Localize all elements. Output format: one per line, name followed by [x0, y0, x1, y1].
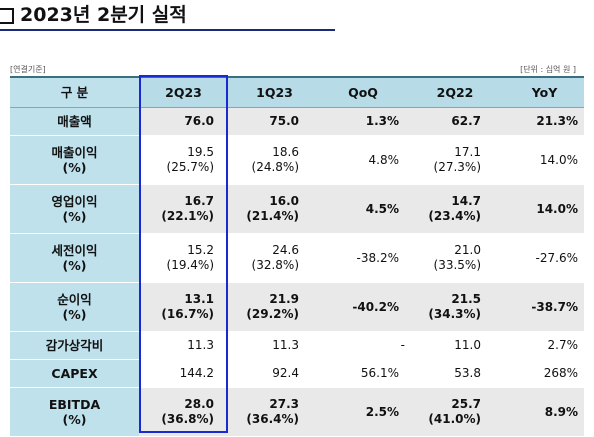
- table-row: 감가상각비 11.3 11.3 - 11.0 2.7%: [10, 331, 584, 360]
- header-qoq: QoQ: [321, 76, 405, 108]
- unit-note: [단위 : 십억 원 ]: [520, 65, 576, 74]
- cell-2q22: 62.7: [405, 107, 505, 136]
- cell-2q23: 144.2: [139, 359, 228, 388]
- cell-yoy: -27.6%: [505, 233, 584, 283]
- cell-2q23: 13.1 (16.7%): [139, 282, 228, 332]
- financial-results-table: 구 분 2Q23 1Q23 QoQ 2Q22 YoY 매출액 76.0 75.0…: [10, 76, 584, 437]
- cell-yoy: 14.0%: [505, 135, 584, 185]
- cell-2q22: 25.7 (41.0%): [405, 387, 505, 437]
- row-label: 영업이익 (%): [10, 184, 139, 234]
- row-label: 감가상각비: [10, 331, 139, 360]
- cell-qoq: 1.3%: [321, 107, 405, 136]
- cell-1q23: 21.9 (29.2%): [228, 282, 321, 332]
- cell-qoq: 4.5%: [321, 184, 405, 234]
- cell-qoq: -: [321, 331, 405, 360]
- table-row: 매출액 76.0 75.0 1.3% 62.7 21.3%: [10, 107, 584, 136]
- cell-1q23: 18.6 (24.8%): [228, 135, 321, 185]
- header-2q22: 2Q22: [405, 76, 505, 108]
- row-label: EBITDA (%): [10, 387, 139, 437]
- row-label: 세전이익 (%): [10, 233, 139, 283]
- cell-2q22: 11.0: [405, 331, 505, 360]
- cell-2q22: 53.8: [405, 359, 505, 388]
- cell-qoq: 56.1%: [321, 359, 405, 388]
- cell-2q23: 19.5 (25.7%): [139, 135, 228, 185]
- table-row: 영업이익 (%) 16.7 (22.1%) 16.0 (21.4%) 4.5% 14.…: [10, 184, 584, 234]
- cell-qoq: -40.2%: [321, 282, 405, 332]
- cell-2q22: 14.7 (23.4%): [405, 184, 505, 234]
- cell-yoy: 21.3%: [505, 107, 584, 136]
- row-label: CAPEX: [10, 359, 139, 388]
- row-label: 순이익 (%): [10, 282, 139, 332]
- table-row: 세전이익 (%) 15.2 (19.4%) 24.6 (32.8%) -38.2% 2…: [10, 233, 584, 283]
- cell-2q23: 11.3: [139, 331, 228, 360]
- cell-2q22: 21.5 (34.3%): [405, 282, 505, 332]
- row-label: 매출이익 (%): [10, 135, 139, 185]
- cell-yoy: 8.9%: [505, 387, 584, 437]
- cell-qoq: 4.8%: [321, 135, 405, 185]
- title-underline: [0, 29, 335, 31]
- cell-yoy: -38.7%: [505, 282, 584, 332]
- table-header-row: 구 분 2Q23 1Q23 QoQ 2Q22 YoY: [10, 76, 584, 108]
- cell-qoq: -38.2%: [321, 233, 405, 283]
- cell-1q23: 11.3: [228, 331, 321, 360]
- header-category: 구 분: [10, 76, 139, 108]
- header-yoy: YoY: [505, 76, 584, 108]
- cell-qoq: 2.5%: [321, 387, 405, 437]
- cell-1q23: 92.4: [228, 359, 321, 388]
- table-row: 순이익 (%) 13.1 (16.7%) 21.9 (29.2%) -40.2% 21…: [10, 282, 584, 332]
- cell-2q22: 21.0 (33.5%): [405, 233, 505, 283]
- title-square-icon: [0, 8, 14, 24]
- cell-2q22: 17.1 (27.3%): [405, 135, 505, 185]
- cell-yoy: 2.7%: [505, 331, 584, 360]
- basis-note: [연결기준]: [10, 65, 46, 74]
- table-row: EBITDA (%) 28.0 (36.8%) 27.3 (36.4%) 2.5% 2…: [10, 387, 584, 437]
- cell-yoy: 14.0%: [505, 184, 584, 234]
- header-1q23: 1Q23: [228, 76, 321, 108]
- cell-1q23: 75.0: [228, 107, 321, 136]
- cell-2q23: 76.0: [139, 107, 228, 136]
- cell-1q23: 27.3 (36.4%): [228, 387, 321, 437]
- cell-2q23: 16.7 (22.1%): [139, 184, 228, 234]
- cell-1q23: 24.6 (32.8%): [228, 233, 321, 283]
- table-row: 매출이익 (%) 19.5 (25.7%) 18.6 (24.8%) 4.8% 17.…: [10, 135, 584, 185]
- header-2q23: 2Q23: [139, 76, 228, 108]
- table-row: CAPEX 144.2 92.4 56.1% 53.8 268%: [10, 359, 584, 388]
- cell-yoy: 268%: [505, 359, 584, 388]
- cell-2q23: 28.0 (36.8%): [139, 387, 228, 437]
- row-label: 매출액: [10, 107, 139, 136]
- cell-1q23: 16.0 (21.4%): [228, 184, 321, 234]
- cell-2q23: 15.2 (19.4%): [139, 233, 228, 283]
- page-title: 2023년 2분기 실적: [20, 4, 187, 26]
